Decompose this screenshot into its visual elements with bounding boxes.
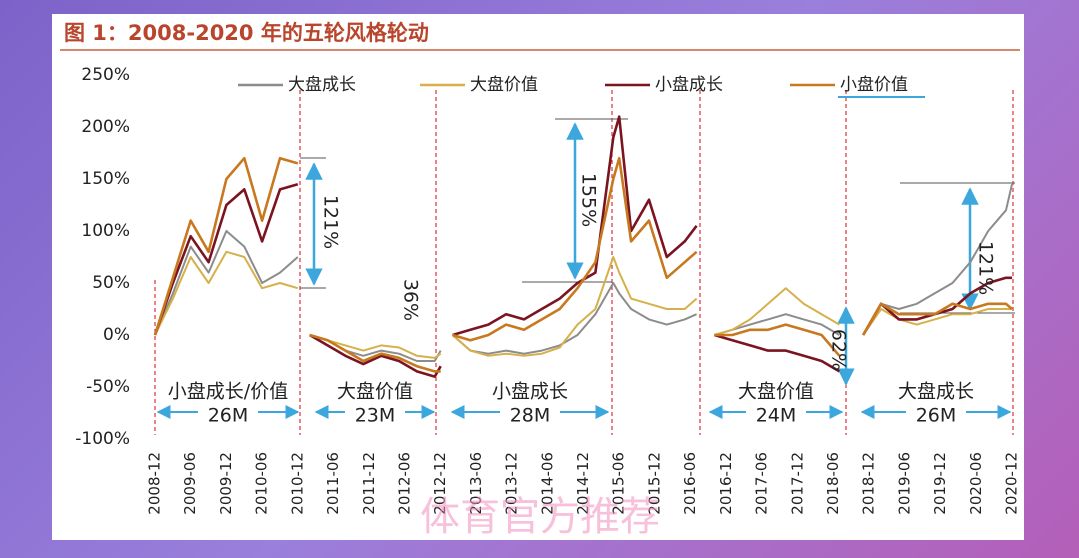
range-arrows — [305, 122, 979, 386]
period-duration: 23M — [355, 405, 396, 427]
series-line — [153, 156, 1013, 373]
chart-title: 图 1：2008-2020 年的五轮风格轮动 — [64, 21, 429, 45]
y-tick-label: 0% — [103, 325, 130, 345]
x-tick-label: 2013-06 — [467, 452, 485, 515]
series-line — [154, 250, 1012, 359]
annotation: 36% — [400, 279, 422, 321]
x-tick-label: 2013-12 — [503, 452, 521, 515]
series-line — [153, 115, 1012, 378]
period-label: 大盘成长 — [898, 381, 974, 403]
x-tick-label: 2015-12 — [645, 452, 663, 515]
annotation: 121% — [975, 241, 997, 295]
x-tick-label: 2020-12 — [1003, 452, 1021, 515]
x-tick-label: 2009-12 — [217, 452, 235, 515]
x-tick-label: 2012-06 — [395, 452, 413, 515]
x-tick-label: 2019-12 — [931, 452, 949, 515]
x-tick-label: 2012-12 — [431, 452, 449, 515]
x-tick-label: 2020-06 — [967, 452, 985, 515]
x-tick-label: 2017-06 — [753, 452, 771, 515]
y-tick-label: 250% — [81, 65, 130, 85]
y-tick-label: 200% — [81, 117, 130, 137]
period-label: 小盘成长/价值 — [168, 381, 288, 403]
legend-label: 小盘价值 — [840, 75, 908, 95]
x-tick-label: 2008-12 — [146, 452, 164, 515]
legend-label: 大盘价值 — [470, 75, 538, 95]
x-tick-label: 2011-12 — [360, 452, 378, 515]
x-tick-label: 2009-06 — [181, 452, 199, 515]
x-tick-label: 2019-06 — [895, 452, 913, 515]
x-tick-label: 2016-06 — [681, 452, 699, 515]
y-tick-label: -50% — [86, 377, 130, 397]
legend-label: 小盘成长 — [655, 75, 723, 95]
y-tick-label: 150% — [81, 169, 130, 189]
period-duration: 26M — [916, 405, 957, 427]
watermark: 体育官方推荐 — [420, 494, 660, 540]
x-tick-label: 2018-12 — [860, 452, 878, 515]
period-label: 大盘价值 — [337, 381, 413, 403]
period-duration: 28M — [510, 405, 551, 427]
series-line — [154, 183, 1013, 362]
x-tick-label: 2010-06 — [253, 452, 271, 515]
annotation: 121% — [320, 195, 342, 249]
period-duration: 24M — [756, 405, 797, 427]
annotation: 62% — [828, 329, 850, 371]
legend-label: 大盘成长 — [288, 75, 356, 95]
chart-panel — [52, 14, 1024, 540]
x-tick-label: 2011-06 — [324, 452, 342, 515]
x-tick-label: 2015-06 — [610, 452, 628, 515]
x-tick-label: 2016-12 — [717, 452, 735, 515]
x-tick-label: 2014-12 — [574, 452, 592, 515]
y-tick-label: -100% — [75, 429, 130, 449]
x-tick-label: 2018-06 — [824, 452, 842, 515]
period-duration: 26M — [208, 405, 249, 427]
x-tick-label: 2010-12 — [288, 452, 306, 515]
x-tick-label: 2014-06 — [538, 452, 556, 515]
x-tick-label: 2017-12 — [788, 452, 806, 515]
y-tick-label: 100% — [81, 221, 130, 241]
annotation: 155% — [578, 173, 600, 227]
period-label: 大盘价值 — [738, 381, 814, 403]
period-label: 小盘成长 — [492, 381, 568, 403]
y-tick-label: 50% — [92, 273, 130, 293]
